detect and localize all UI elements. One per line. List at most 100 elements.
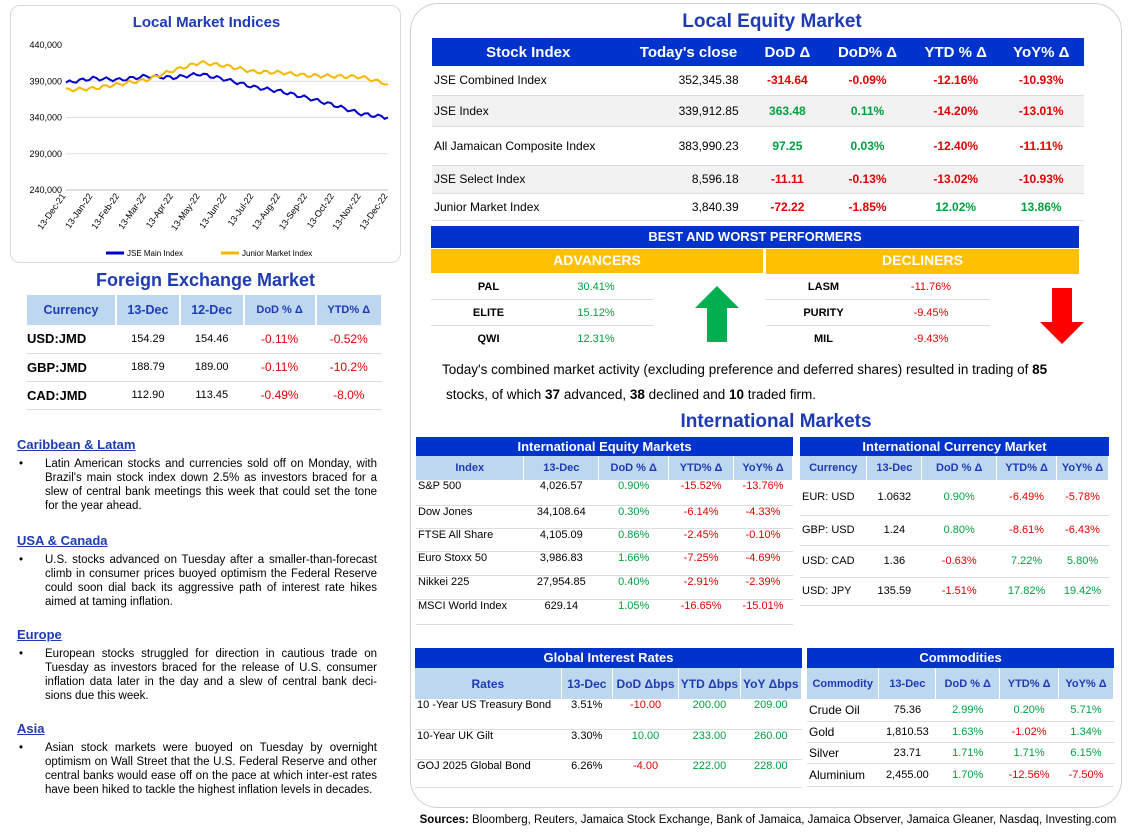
commod-yoy: -7.50% — [1068, 768, 1104, 781]
fx-currency: USD:JMD — [27, 331, 87, 347]
ifx-value: 1.0632 — [877, 491, 912, 504]
fx-header-cell: Currency — [27, 295, 117, 325]
chart-series-line — [65, 71, 389, 120]
equity-close: 352,345.38 — [678, 73, 739, 88]
rates-dod: -10.00 — [629, 699, 662, 711]
equity-header-cell: YoY% Δ — [998, 38, 1084, 66]
chart-series-line — [65, 59, 389, 93]
rates-yoy: 209.00 — [753, 699, 788, 711]
performer-value: 12.31% — [577, 333, 615, 345]
equity-ytd: -13.02% — [933, 172, 979, 186]
equity-header-cell: DoD% Δ — [822, 38, 913, 66]
fx-ytd: -8.0% — [333, 388, 365, 402]
ie-yoy: -15.01% — [742, 599, 784, 612]
ie-ytd: -2.91% — [683, 575, 719, 588]
down-arrow-icon — [1040, 288, 1084, 344]
rates-ytd: 200.00 — [692, 699, 727, 711]
news-text: Asian stock markets were buoyed on Tuesd… — [17, 741, 377, 797]
equity-yoy: 13.86% — [1020, 199, 1062, 214]
ie-value: 27,954.85 — [536, 575, 586, 588]
ie-header-cell: Index — [416, 456, 525, 480]
rates-table: Rates 13-Dec DoD Δbps YTD Δbps YoY Δbps 10 -Y… — [415, 668, 803, 788]
commod-value: 75.36 — [893, 703, 922, 716]
performer-value: 30.41% — [577, 280, 615, 293]
commod-header-cell: YoY% Δ — [1058, 668, 1114, 699]
chart-xtick-label: 13-Jul-22 — [226, 191, 256, 227]
equity-row: JSE Index 339,912.85 363.48 0.11% -14.20% -13… — [432, 95, 1084, 126]
ie-name: S&P 500 — [418, 480, 462, 492]
commod-header-cell: YTD% Δ — [999, 668, 1060, 699]
commod-header-row: Commodity 13-Dec DoD % Δ YTD% Δ YoY% Δ — [807, 668, 1114, 699]
fx-dod: -0.11% — [261, 360, 299, 374]
ie-yoy: -4.33% — [745, 505, 781, 518]
performer-symbol: ELITE — [472, 306, 505, 319]
equity-close: 8,596.18 — [691, 172, 739, 186]
ie-dod: 1.66% — [618, 551, 650, 564]
rates-dod: 10.00 — [631, 729, 660, 742]
ifx-name: EUR: USD — [802, 491, 855, 504]
commod-title: Commodities — [807, 648, 1114, 668]
rates-header-cell: DoD Δbps — [612, 668, 680, 699]
commod-yoy: 6.15% — [1070, 746, 1102, 759]
rates-ytd: 233.00 — [692, 729, 727, 742]
performer-symbol: PURITY — [803, 306, 844, 319]
rates-yoy: 260.00 — [753, 729, 788, 742]
news-heading: Caribbean & Latam — [17, 437, 136, 452]
market-summary: Today's combined market activity (exclud… — [442, 362, 1048, 402]
sources: Sources: Bloomberg, Reuters, Jamaica Sto… — [419, 814, 1117, 826]
equity-header-cell: Today's close — [624, 38, 753, 66]
ie-header-cell: 13-Dec — [523, 456, 600, 480]
equity-yoy: -10.93% — [1018, 172, 1064, 186]
news-block: USA & Canada U.S. stocks advanced on Tues… — [17, 533, 377, 609]
fx-12dec: 154.46 — [194, 332, 229, 345]
equity-name: JSE Index — [434, 103, 489, 118]
ifx-yoy: 19.42% — [1063, 585, 1102, 597]
commod-value: 2,455.00 — [885, 768, 929, 781]
news-section: Caribbean & Latam Latin American stocks a… — [17, 437, 377, 815]
ie-row: Dow Jones 34,108.64 0.30% -6.14% -4.33% — [416, 505, 793, 528]
equity-ytd: -12.16% — [933, 73, 979, 88]
rates-header-cell: Rates — [415, 668, 562, 699]
intl-fx-title: International Currency Market — [800, 437, 1109, 456]
ie-row: S&P 500 4,026.57 0.90% -15.52% -13.76% — [416, 480, 793, 505]
ifx-dod: 0.80% — [943, 524, 975, 536]
ifx-yoy: -5.78% — [1065, 491, 1100, 504]
intl-title: International Markets — [680, 411, 872, 432]
ifx-dod: -0.63% — [941, 555, 977, 567]
rates-header-cell: YoY Δbps — [740, 668, 803, 699]
ifx-header-cell: Currency — [800, 456, 868, 480]
commod-value: 1,810.53 — [885, 725, 929, 738]
commod-name: Aluminium — [809, 767, 866, 782]
performer-row: MIL -9.43% — [766, 326, 990, 352]
ie-header-cell: YTD% Δ — [668, 456, 735, 480]
equity-yoy: -10.93% — [1018, 73, 1064, 88]
equity-dod: 363.48 — [769, 103, 806, 118]
ie-yoy: -2.39% — [745, 575, 781, 588]
commod-row: Crude Oil 75.36 2.99% 0.20% 5.71% — [807, 699, 1114, 721]
news-heading: Asia — [17, 721, 45, 736]
ifx-ytd: -6.49% — [1009, 491, 1045, 504]
commod-row: Gold 1,810.53 1.63% -1.02% 1.34% — [807, 721, 1114, 742]
equity-row: JSE Combined Index 352,345.38 -314.64 -0.09… — [432, 66, 1084, 95]
commod-name: Gold — [809, 724, 835, 739]
commod-header-cell: DoD % Δ — [935, 668, 1001, 699]
rates-row: 10-Year UK Gilt 3.30% 10.00 233.00 260.00 — [415, 729, 802, 759]
ie-value: 3,986.83 — [539, 551, 583, 564]
commod-row: Aluminium 2,455.00 1.70% -12.56% -7.50% — [807, 763, 1114, 786]
news-block: Europe European stocks struggled for dire… — [17, 627, 377, 703]
ie-row: Nikkei 225 27,954.85 0.40% -2.91% -2.39% — [416, 575, 793, 599]
performer-symbol: MIL — [814, 333, 833, 345]
fx-header-cell: 12-Dec — [179, 295, 245, 325]
performer-row: LASM -11.76% — [766, 274, 990, 300]
rates-name: 10 -Year US Treasury Bond — [417, 699, 552, 711]
equity-ytd: 12.02% — [935, 199, 977, 214]
ifx-ytd: 17.82% — [1007, 585, 1046, 597]
ifx-yoy: 5.80% — [1066, 555, 1099, 567]
performer-value: -9.43% — [913, 333, 949, 345]
rates-header-cell: YTD Δbps — [678, 668, 741, 699]
intl-fx-table: Currency 13-Dec DoD % Δ YTD% Δ YoY% Δ EUR: US… — [800, 456, 1109, 606]
fx-currency: GBP:JMD — [27, 359, 87, 375]
equity-dodpct: 0.03% — [850, 138, 885, 153]
equity-ytd: -12.40% — [933, 138, 979, 153]
equity-close: 339,912.85 — [678, 103, 739, 118]
